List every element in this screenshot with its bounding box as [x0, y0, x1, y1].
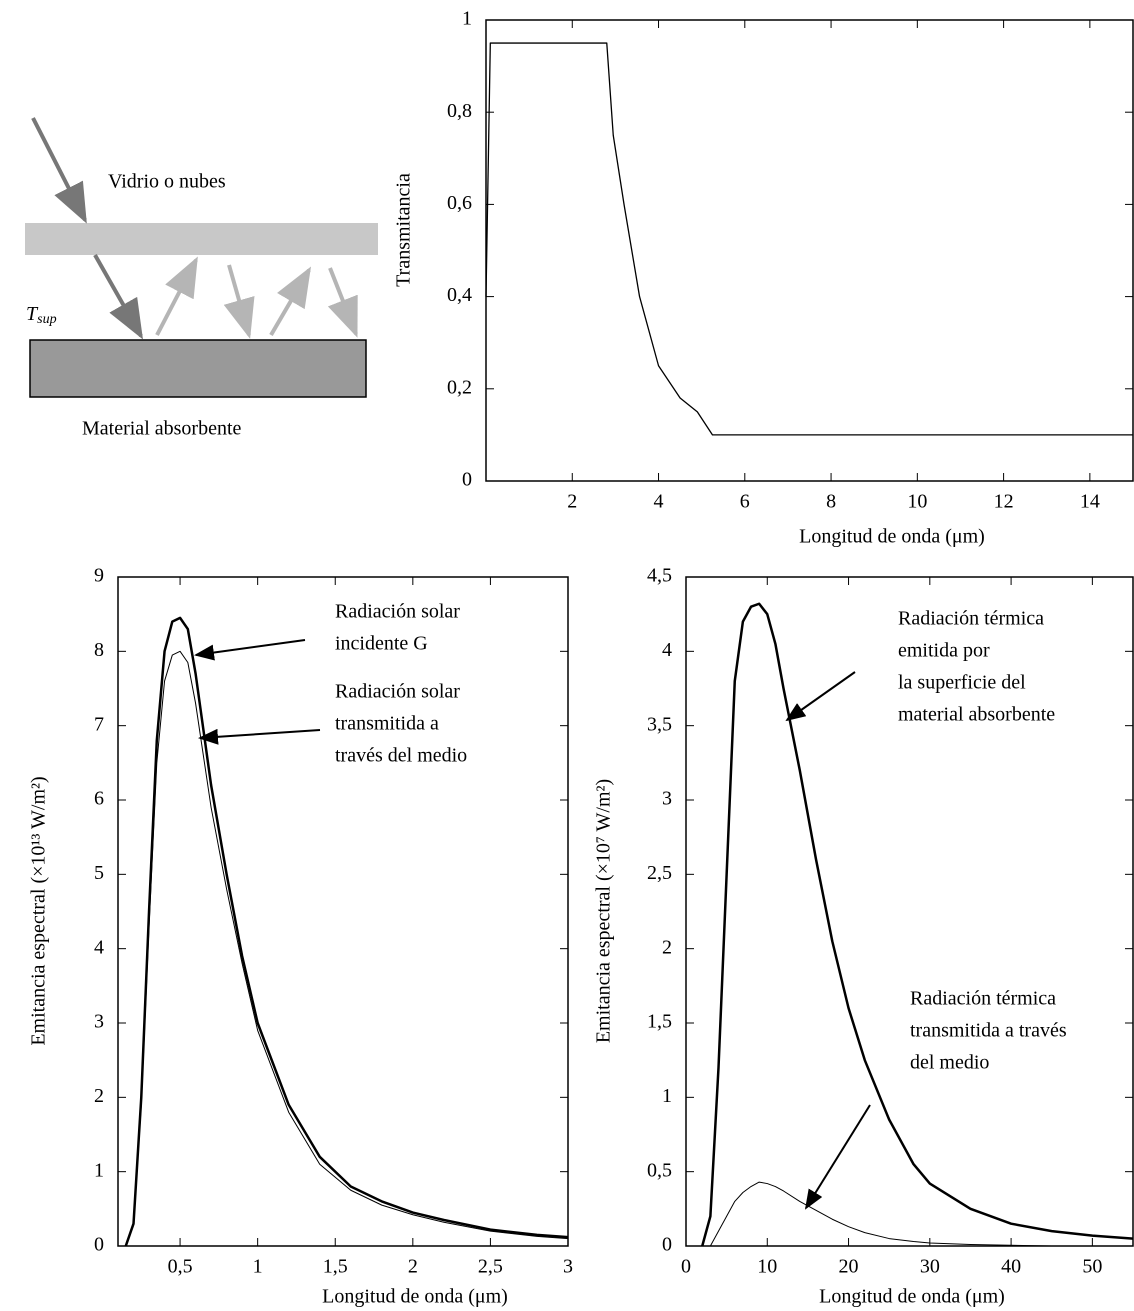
x-axis-label: Longitud de onda (μm) [322, 1286, 508, 1308]
diagram: Vidrio o nubes Tsup Material absorbente [25, 117, 378, 440]
annotation: del medio [910, 1052, 989, 1074]
annotation: Radiación térmica [898, 608, 1044, 630]
annotation: Radiación solar [335, 601, 460, 623]
x-tick-label: 0,5 [168, 1256, 193, 1278]
incoming-ray [31, 117, 87, 224]
material-label: Material absorbente [82, 418, 241, 440]
annotation-arrow [804, 1104, 871, 1210]
temperature-symbol: T [26, 303, 39, 325]
y-tick-label: 3 [94, 1011, 104, 1033]
annotation-arrow [785, 671, 856, 722]
y-tick-label: 2,5 [647, 862, 672, 884]
x-tick-label: 10 [757, 1256, 777, 1278]
y-tick-label: 0,8 [447, 100, 472, 122]
emitted-ray [155, 256, 198, 336]
chart: 0 0,5 1 1,5 2 2,5 3 3,5 4 4,5 0 10 20 30 40 50 Longitud … [593, 565, 1134, 1308]
y-tick-label: 3,5 [647, 713, 672, 735]
temperature-subscript: sup [37, 312, 56, 327]
y-tick-label: 1 [662, 1085, 672, 1107]
annotation-arrow [198, 728, 321, 745]
y-tick-label: 0,6 [447, 192, 472, 214]
annotation-arrow [194, 639, 306, 661]
x-tick-label: 10 [907, 491, 927, 513]
annotation: transmitida a través [910, 1020, 1067, 1042]
glass-label: Vidrio o nubes [108, 171, 226, 193]
x-tick-label: 2 [408, 1256, 418, 1278]
y-tick-label: 0,4 [447, 284, 472, 306]
x-tick-label: 12 [994, 491, 1014, 513]
y-tick-label: 2 [94, 1085, 104, 1107]
glass-layer [25, 223, 378, 255]
y-tick-label: 0,2 [447, 376, 472, 398]
data-line [125, 650, 569, 1247]
annotation: la superficie del [898, 672, 1026, 694]
annotation: transmitida a [335, 713, 439, 735]
y-tick-label: 1 [462, 8, 472, 30]
x-axis-label: Longitud de onda (μm) [799, 526, 985, 548]
x-tick-label: 1,5 [323, 1256, 348, 1278]
temperature-label: Tsup [26, 303, 57, 328]
x-tick-label: 14 [1080, 491, 1100, 513]
chart: 0 1 2 3 4 5 6 7 8 9 0,5 1 1,5 2 2,5 3 Longitud de onda (… [28, 565, 573, 1308]
y-axis-label: Emitancia espectral (×10⁷ W/m²) [593, 779, 615, 1043]
y-tick-label: 8 [94, 639, 104, 661]
y-tick-label: 0 [94, 1234, 104, 1256]
y-axis-label: Transmitancia [393, 173, 415, 287]
x-tick-label: 2 [567, 491, 577, 513]
annotation: material absorbente [898, 704, 1055, 726]
x-tick-label: 50 [1082, 1256, 1102, 1278]
x-tick-label: 6 [740, 491, 750, 513]
x-tick-label: 4 [654, 491, 664, 513]
y-tick-label: 2 [662, 936, 672, 958]
y-tick-label: 7 [94, 713, 104, 735]
x-tick-label: 8 [826, 491, 836, 513]
y-tick-label: 0,5 [647, 1159, 672, 1181]
y-axis-label: Emitancia espectral (×10¹³ W/m²) [28, 776, 50, 1045]
annotation: incidente G [335, 633, 428, 655]
x-tick-label: 1 [253, 1256, 263, 1278]
data-line [701, 602, 1134, 1247]
plot-frame [485, 19, 1134, 482]
transmitted-ray [93, 254, 143, 340]
data-line [124, 616, 569, 1247]
y-tick-label: 5 [94, 862, 104, 884]
data-line [709, 1181, 1052, 1247]
y-tick-label: 4 [94, 936, 104, 958]
y-tick-label: 4 [662, 639, 672, 661]
reflected-ray [223, 264, 255, 339]
x-tick-label: 3 [563, 1256, 573, 1278]
data-line [485, 42, 1133, 436]
x-tick-label: 20 [839, 1256, 859, 1278]
emitted-ray [269, 266, 312, 337]
y-tick-label: 4,5 [647, 565, 672, 587]
x-tick-label: 30 [920, 1256, 940, 1278]
annotation: Radiación solar [335, 681, 460, 703]
absorber [29, 339, 367, 398]
y-tick-label: 3 [662, 788, 672, 810]
y-tick-label: 1,5 [647, 1011, 672, 1033]
plot-frame [685, 576, 1134, 1247]
y-tick-label: 0 [662, 1234, 672, 1256]
plot-frame [117, 576, 569, 1247]
y-tick-label: 1 [94, 1159, 104, 1181]
annotation: emitida por [898, 640, 990, 662]
annotation: través del medio [335, 745, 467, 767]
x-axis-label: Longitud de onda (μm) [819, 1286, 1005, 1308]
x-tick-label: 0 [681, 1256, 691, 1278]
x-tick-label: 2,5 [478, 1256, 503, 1278]
y-tick-label: 6 [94, 788, 104, 810]
annotation: Radiación térmica [910, 988, 1056, 1010]
reflected-ray [327, 267, 358, 338]
y-tick-label: 9 [94, 565, 104, 587]
x-tick-label: 40 [1001, 1256, 1021, 1278]
y-tick-label: 0 [462, 469, 472, 491]
